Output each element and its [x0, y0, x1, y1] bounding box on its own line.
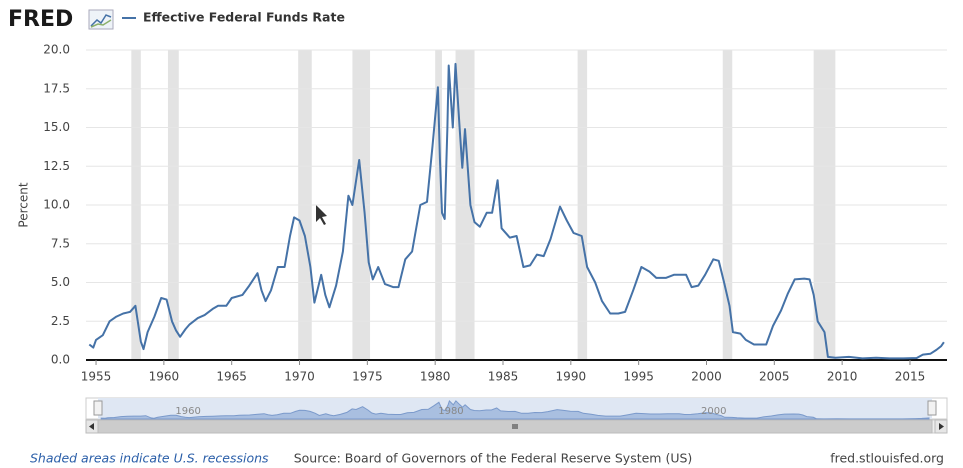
- y-tick-label: 10.0: [43, 198, 70, 212]
- x-tick-label: 1970: [284, 370, 315, 384]
- navigator-tick-label: 2000: [701, 406, 726, 417]
- x-tick-label: 2015: [895, 370, 926, 384]
- x-tick-label: 1985: [488, 370, 519, 384]
- navigator-handle[interactable]: [93, 400, 103, 416]
- x-tick-label: 1965: [216, 370, 247, 384]
- y-tick-label: 7.5: [51, 236, 70, 250]
- x-tick-label: 2005: [759, 370, 790, 384]
- y-tick-label: 20.0: [43, 43, 70, 57]
- x-tick-label: 1995: [623, 370, 654, 384]
- logo-icon: [88, 9, 114, 30]
- y-tick-label: 17.5: [43, 81, 70, 95]
- scroll-left-arrow: [89, 423, 94, 430]
- x-tick-label: 1960: [149, 370, 180, 384]
- y-axis-label: Percent: [17, 182, 31, 227]
- x-tick-label: 1955: [81, 370, 112, 384]
- source: Source: Board of Governors of the Federa…: [294, 451, 693, 466]
- logo: FRED: [8, 7, 73, 32]
- cursor: [316, 205, 327, 225]
- recession-note[interactable]: Shaded areas indicate U.S. recessions: [30, 451, 269, 466]
- navigator-tick-label: 1960: [175, 406, 200, 417]
- legend-label: Effective Federal Funds Rate: [143, 10, 345, 25]
- navigator-tick-label: 1980: [438, 406, 463, 417]
- site: fred.stlouisfed.org: [830, 451, 944, 466]
- x-tick-label: 2000: [691, 370, 722, 384]
- navigator-handle[interactable]: [927, 400, 937, 416]
- y-tick-label: 0.0: [51, 353, 70, 367]
- x-tick-label: 1980: [420, 370, 451, 384]
- scroll-right-arrow: [939, 423, 944, 430]
- y-tick-label: 5.0: [51, 275, 70, 289]
- y-tick-label: 15.0: [43, 120, 70, 134]
- y-tick-label: 12.5: [43, 159, 70, 173]
- x-tick-label: 2010: [827, 370, 858, 384]
- x-tick-label: 1975: [352, 370, 383, 384]
- navigator-area: [100, 399, 930, 420]
- x-tick-label: 1990: [556, 370, 587, 384]
- y-tick-label: 2.5: [51, 314, 70, 328]
- scrollbar-grip: [512, 424, 518, 429]
- series-line: [88, 62, 945, 360]
